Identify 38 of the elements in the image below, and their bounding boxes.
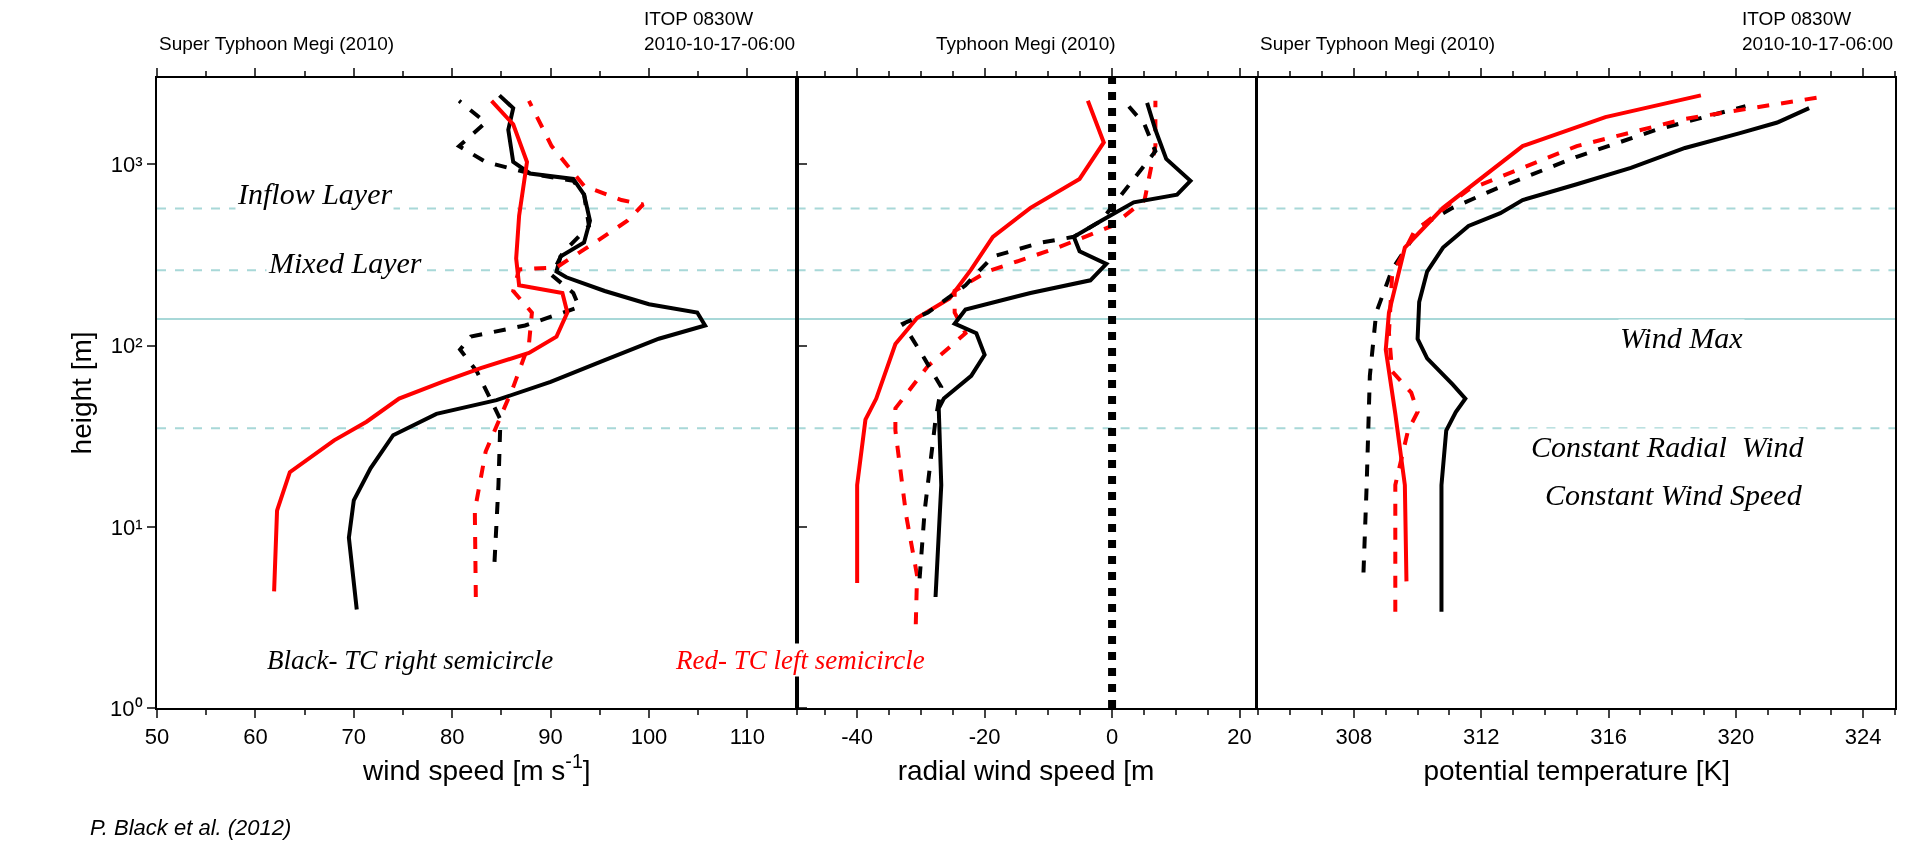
x-axis-title: wind speed [m s$^{-1}$] <box>362 750 591 787</box>
x-tick-label: 20 <box>1227 724 1252 750</box>
x-tick-label: 320 <box>1717 724 1755 750</box>
x-axis-title: radial wind speed [m <box>897 755 1155 787</box>
annotation: Constant Radial Wind <box>1531 430 1805 463</box>
x-tick-label: 308 <box>1335 724 1373 750</box>
x-tick-label: 80 <box>439 724 465 750</box>
annotation: Black- TC right semicircle <box>267 645 554 675</box>
chart-title: Typhoon Megi (2010) <box>936 33 1116 54</box>
x-tick-label: 70 <box>341 724 367 750</box>
x-tick-label: -40 <box>841 724 874 750</box>
annotation: Inflow Layer <box>237 177 393 210</box>
annotation: Red- TC left semicircle <box>675 645 925 675</box>
chart-subtitle: ITOP 0830W 2010-10-17-06:00 <box>644 8 796 54</box>
y-tick-label: 10² <box>110 333 143 359</box>
line-series <box>457 98 591 564</box>
x-tick-label: 316 <box>1590 724 1627 750</box>
chart-subtitle: ITOP 0830W 2010-10-17-06:00 <box>1742 8 1894 54</box>
x-tick-label: 100 <box>630 724 668 750</box>
x-tick-label: 60 <box>243 724 268 750</box>
x-axis-title: potential temperature [K] <box>1423 755 1731 787</box>
x-tick-label: 50 <box>144 724 170 750</box>
x-tick-label: 110 <box>729 724 765 750</box>
chart-title: Super Typhoon Megi (2010) <box>159 33 395 54</box>
annotation: Mixed Layer <box>268 246 422 279</box>
y-tick-label: 10³ <box>110 151 143 177</box>
x-tick-label: 90 <box>538 724 563 750</box>
x-tick-label: -20 <box>968 724 1001 750</box>
y-tick-label: 10⁰ <box>110 695 143 721</box>
chart-title: Super Typhoon Megi (2010) <box>1260 33 1496 54</box>
x-tick-label: 0 <box>1105 724 1119 750</box>
annotation: Constant Wind Speed <box>1545 478 1803 511</box>
x-tick-label: 324 <box>1844 724 1882 750</box>
y-tick-label: 10¹ <box>110 514 143 540</box>
text: P. Black et al. (2012) <box>90 815 292 840</box>
x-tick-label: 312 <box>1462 724 1500 750</box>
annotation: Wind Max <box>1620 321 1744 354</box>
y-axis-title: height [m] <box>66 331 98 455</box>
